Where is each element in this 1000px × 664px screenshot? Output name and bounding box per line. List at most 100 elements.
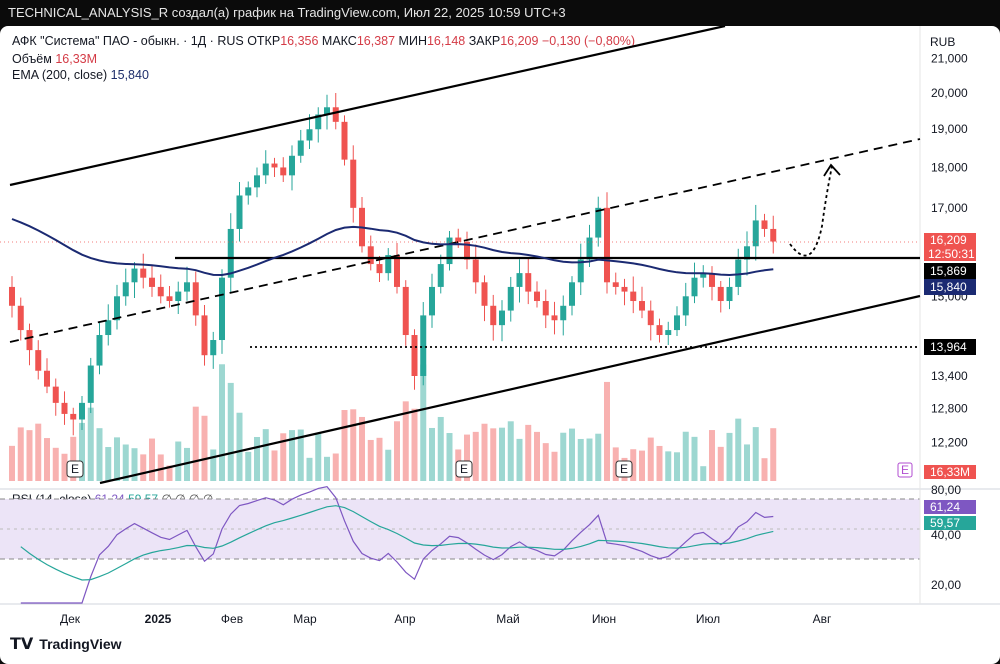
volume-bar [105, 447, 112, 481]
candle-body [717, 286, 724, 302]
volume-bar [534, 431, 540, 481]
time-tick-label: Июн [592, 612, 616, 626]
candle-body [122, 282, 129, 297]
projection-arrowhead-icon [823, 163, 841, 177]
candle-body [464, 241, 470, 260]
volume-bar [350, 409, 357, 481]
chart-canvas[interactable]: 21,00020,00019,00018,00017,00016,00015,0… [0, 26, 1000, 664]
candle-body [87, 365, 94, 403]
candle-body [551, 315, 558, 321]
channel-upper-line[interactable] [9, 26, 726, 187]
volume-bar [184, 447, 190, 481]
candle-body [26, 330, 33, 351]
volume-bar [761, 458, 768, 481]
candle-body [52, 386, 59, 403]
volume-bar [96, 428, 103, 481]
volume-bar [402, 401, 409, 481]
candle-body [525, 273, 532, 292]
candle-body [709, 273, 715, 287]
channel-lower-line[interactable] [99, 294, 921, 485]
candle-body [621, 286, 628, 292]
rsi-ma-badge-text: 59,57 [930, 516, 960, 530]
candle-body [490, 305, 497, 326]
rsi-line [20, 485, 774, 604]
candle-body [367, 246, 374, 265]
volume-badge [924, 465, 976, 479]
volume-bar [429, 427, 435, 481]
candle-body [665, 330, 672, 336]
volume-bar [114, 437, 120, 481]
candle-body [612, 282, 619, 287]
candle-body [516, 273, 523, 287]
candle-body [61, 402, 68, 414]
candle-body [499, 310, 505, 326]
close-label: ЗАКР [468, 34, 501, 48]
time-tick-label: Июл [696, 612, 720, 626]
candle-body [341, 121, 348, 160]
open-value: 16,356 [280, 34, 319, 48]
earnings-marker-3[interactable]: E [615, 460, 633, 478]
tradingview-logo-icon: 𝗧𝗩 [10, 636, 34, 653]
volume-bar [700, 466, 707, 481]
volume-label: Объём [12, 52, 52, 66]
volume-bar [44, 438, 50, 481]
volume-bar [87, 407, 94, 481]
candle-body [192, 282, 199, 316]
volume-bar [639, 450, 645, 481]
volume-bar [315, 433, 322, 481]
channel-mid-line[interactable] [9, 138, 921, 343]
projection-arrow [789, 165, 833, 257]
candle-body [201, 315, 208, 356]
volume-bar [665, 451, 672, 481]
candle-body [385, 255, 392, 274]
countdown-badge-text: 12:50:31 [928, 247, 975, 261]
rsi-band [0, 499, 920, 559]
candle-body [639, 301, 645, 311]
candle-body [376, 264, 383, 274]
lower-level-badge [924, 339, 976, 355]
volume-bar [157, 454, 164, 481]
volume-bar [9, 445, 15, 481]
volume-bar [656, 445, 663, 481]
candle-body [306, 129, 313, 141]
candle-body [455, 237, 462, 242]
volume-bar [551, 451, 558, 481]
volume-bar [219, 364, 225, 481]
volume-legend[interactable]: Объём 16,33M [12, 52, 97, 66]
currency-label[interactable]: RUB [930, 35, 955, 49]
volume-bar [376, 437, 383, 481]
candle-body [647, 310, 654, 326]
caption-text: TECHNICAL_ANALYSIS_R создал(а) график на… [8, 5, 566, 20]
volume-bar [717, 446, 724, 481]
volume-bar [674, 452, 680, 481]
ema-badge [924, 279, 976, 295]
volume-bar [192, 406, 199, 481]
candle-body [577, 259, 584, 283]
footer-brand: TradingView [39, 636, 122, 652]
volume-bar [630, 449, 637, 481]
earnings-marker-2[interactable]: E [455, 460, 473, 478]
tradingview-logo[interactable]: 𝗧𝗩 TradingView [10, 634, 122, 654]
earnings-marker-1[interactable]: E [66, 460, 84, 478]
candle-body [481, 282, 488, 306]
volume-bar [254, 436, 260, 481]
ema-legend[interactable]: EMA (200, close) 15,840 [12, 68, 149, 82]
time-tick-label: Апр [394, 612, 416, 626]
candle-body [44, 370, 50, 387]
lower-level-badge-text: 13,964 [930, 340, 967, 354]
price-tick-label: 17,000 [931, 201, 968, 215]
volume-bars [9, 364, 777, 481]
candle-body [350, 159, 357, 208]
symbol-name[interactable]: АФК "Система" ПАО - обыкн. · 1Д · RUS [12, 34, 244, 48]
volume-bar [542, 443, 549, 481]
volume-bar [245, 451, 252, 481]
volume-bar [166, 465, 173, 481]
volume-bar [490, 428, 497, 481]
candle-body [735, 259, 742, 287]
candle-body [280, 167, 287, 176]
earnings-marker-1-label: E [71, 462, 79, 476]
volume-bar [709, 430, 715, 481]
candle-body [560, 305, 567, 321]
volume-bar [201, 415, 208, 481]
close-value: 16,209 [500, 34, 539, 48]
